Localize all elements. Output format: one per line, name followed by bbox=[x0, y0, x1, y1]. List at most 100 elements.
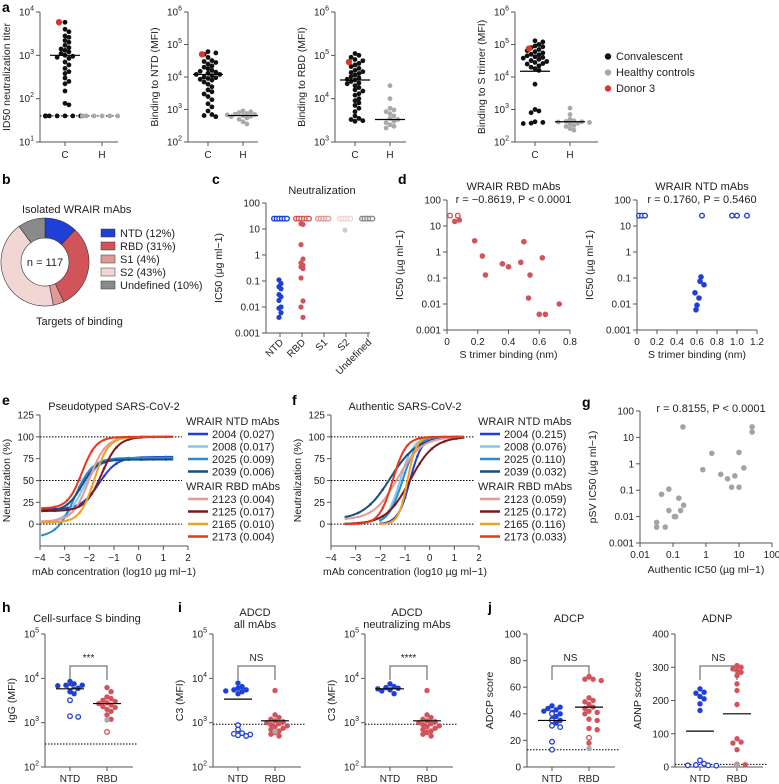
data-point bbox=[276, 314, 282, 320]
x-tick-label: 2 bbox=[476, 553, 482, 564]
legend-marker bbox=[604, 85, 612, 92]
data-point bbox=[676, 495, 682, 501]
data-point bbox=[276, 720, 282, 727]
open-data-point bbox=[75, 713, 82, 720]
chart-a1: 101 102 103 104 ID50 neutralization titer C H bbox=[1, 6, 121, 161]
data-point bbox=[112, 698, 118, 705]
data-point bbox=[46, 113, 52, 119]
data-point bbox=[549, 703, 555, 709]
data-point bbox=[532, 60, 538, 65]
open-data-point bbox=[67, 697, 73, 704]
data-point bbox=[104, 700, 110, 706]
data-point bbox=[697, 686, 703, 692]
data-point bbox=[108, 716, 114, 722]
data-point bbox=[248, 109, 254, 115]
data-point bbox=[102, 438, 106, 442]
x-tick-label: 0.4 bbox=[502, 337, 516, 348]
y-tick-label: 102 bbox=[167, 136, 182, 149]
data-point bbox=[62, 75, 68, 81]
data-point bbox=[278, 286, 284, 292]
data-point bbox=[276, 733, 282, 739]
data-point bbox=[65, 514, 69, 518]
data-point bbox=[697, 693, 703, 700]
x-axis-label: S trimer binding (nm) bbox=[459, 349, 557, 361]
data-point bbox=[430, 447, 434, 450]
open-data-point bbox=[325, 215, 332, 222]
data-point bbox=[272, 687, 278, 694]
legend-label: S2 (43%) bbox=[120, 267, 166, 279]
data-point bbox=[235, 691, 241, 697]
x-tick-label: NTD bbox=[228, 774, 249, 784]
y-tick-label: 104 bbox=[24, 672, 39, 685]
chart-title: Authentic SARS-CoV-2 bbox=[348, 401, 461, 413]
y-tick-label: 100 bbox=[243, 199, 260, 210]
data-point bbox=[272, 712, 278, 718]
data-point bbox=[70, 113, 76, 119]
data-point bbox=[532, 38, 538, 44]
open-data-point bbox=[347, 215, 354, 222]
x-tick-label: NTD bbox=[690, 774, 711, 784]
data-point bbox=[406, 460, 409, 464]
data-point bbox=[300, 265, 306, 272]
data-point bbox=[41, 533, 44, 537]
data-point bbox=[90, 492, 94, 496]
data-point bbox=[356, 85, 362, 91]
data-point bbox=[356, 80, 362, 86]
data-point bbox=[369, 510, 372, 514]
y-tick-label: 10 bbox=[620, 222, 632, 233]
y-tick-label: 104 bbox=[19, 6, 34, 19]
significance-label: NS bbox=[250, 653, 264, 664]
x-tick-label: NTD bbox=[60, 774, 81, 784]
data-point bbox=[115, 439, 118, 442]
y-tick-label: 25 bbox=[314, 498, 326, 509]
data-point bbox=[586, 740, 592, 746]
legend-label: Undefined (10%) bbox=[120, 280, 203, 292]
data-point bbox=[532, 81, 538, 87]
data-point bbox=[356, 522, 360, 525]
data-point bbox=[381, 514, 385, 518]
data-point bbox=[65, 499, 69, 502]
chart-h: 102 103 104 105 NTD RBD Cell-surface S binding… bbox=[6, 613, 141, 784]
y-tick-label: 300 bbox=[652, 663, 669, 674]
data-point bbox=[698, 274, 704, 280]
x-tick-label: NTD bbox=[264, 337, 286, 359]
y-tick-label: 105 bbox=[344, 628, 359, 641]
data-point bbox=[428, 720, 434, 727]
data-point bbox=[164, 435, 168, 439]
data-point bbox=[680, 502, 687, 509]
data-point bbox=[276, 714, 282, 721]
y-tick-label: 105 bbox=[192, 628, 207, 641]
data-point bbox=[62, 33, 68, 39]
significance-label: NS bbox=[564, 653, 578, 664]
data-point bbox=[717, 471, 724, 478]
data-point bbox=[662, 524, 668, 530]
data-point bbox=[525, 45, 533, 52]
data-point bbox=[62, 65, 68, 71]
data-point bbox=[734, 747, 740, 753]
data-point bbox=[520, 55, 526, 61]
data-point bbox=[115, 113, 121, 119]
data-point bbox=[653, 524, 660, 530]
y-tick-label: 0.001 bbox=[606, 326, 631, 337]
y-tick-label: 100 bbox=[308, 432, 325, 443]
y-tick-label: 103 bbox=[344, 716, 359, 729]
data-point bbox=[693, 690, 699, 696]
data-point bbox=[736, 449, 742, 456]
series-curve bbox=[42, 435, 174, 510]
data-point bbox=[369, 519, 372, 523]
data-point bbox=[541, 708, 547, 714]
data-point bbox=[692, 289, 698, 296]
data-point bbox=[734, 762, 740, 768]
data-point bbox=[213, 50, 219, 56]
data-point bbox=[586, 673, 592, 680]
data-point bbox=[300, 221, 306, 228]
data-point bbox=[734, 672, 740, 679]
y-tick-label: 0 bbox=[319, 520, 325, 531]
x-tick-label: 1 bbox=[703, 550, 709, 561]
data-point bbox=[53, 528, 57, 531]
x-tick-label: −4 bbox=[34, 553, 46, 564]
data-point bbox=[734, 662, 740, 669]
y-tick-label: 10 bbox=[623, 433, 635, 444]
y-axis-label: Binding to NTD (MFI) bbox=[149, 27, 161, 126]
data-point bbox=[697, 278, 703, 285]
